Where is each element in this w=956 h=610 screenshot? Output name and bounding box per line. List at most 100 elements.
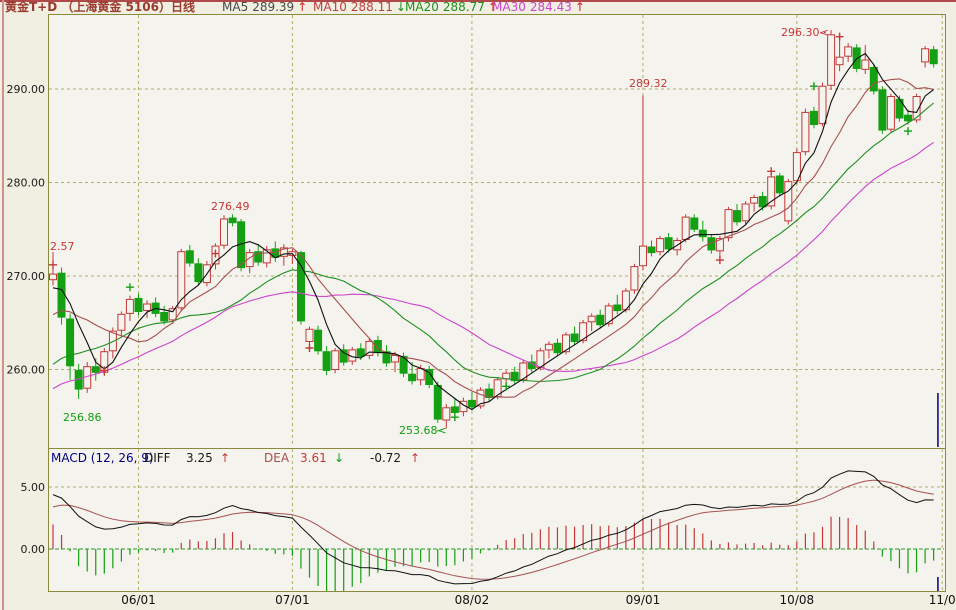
candle-body bbox=[681, 216, 690, 241]
x-axis-label: 11/0 bbox=[928, 593, 956, 607]
signal-cross-icon bbox=[502, 382, 511, 391]
candle-body bbox=[664, 237, 673, 250]
dea-line bbox=[52, 479, 934, 580]
candle-body bbox=[544, 343, 553, 351]
candle-body bbox=[784, 181, 793, 222]
candle-body bbox=[125, 298, 134, 314]
candle-body bbox=[553, 342, 562, 354]
candle-body bbox=[450, 406, 459, 413]
candle-body bbox=[570, 333, 579, 342]
ma20-value: 288.77 bbox=[442, 0, 485, 14]
candle-body bbox=[775, 175, 784, 194]
ma5-line bbox=[52, 52, 934, 411]
price-annotation: 289.32 bbox=[629, 77, 668, 90]
candle-body bbox=[878, 89, 887, 131]
candle-body bbox=[143, 303, 152, 311]
diff-arrow-icon: ↑ bbox=[220, 451, 231, 465]
signal-cross-icon bbox=[715, 256, 724, 265]
macd-bar-value: -0.72 bbox=[370, 451, 402, 465]
window-top-border bbox=[0, 0, 956, 2]
grid-layer bbox=[49, 15, 944, 591]
candle-body bbox=[408, 373, 417, 382]
candle-body bbox=[656, 238, 665, 253]
price-panel bbox=[48, 14, 946, 449]
macd-histogram bbox=[52, 516, 935, 591]
ma20-arrow-icon: ↑ bbox=[487, 0, 498, 14]
x-axis-label: 06/01 bbox=[121, 593, 156, 607]
candle-body bbox=[818, 85, 827, 125]
ma30-legend: MA30 284.43 ↑ bbox=[492, 1, 585, 14]
candle-body bbox=[305, 328, 314, 342]
ma5-label: MA5 bbox=[222, 0, 249, 14]
x-axis-label: 07/01 bbox=[275, 593, 310, 607]
signal-cross-icon bbox=[211, 249, 220, 258]
chart-header: 黄金T+D （上海黄金 5106）日线 MA5 289.39 ↑ MA10 288.1… bbox=[0, 1, 956, 14]
candle-body bbox=[767, 176, 776, 207]
dea-label: DEA bbox=[264, 451, 290, 465]
candle-body bbox=[630, 266, 639, 291]
macd-params-label: MACD (12, 26, 9) bbox=[51, 451, 154, 465]
candle-body bbox=[835, 56, 844, 66]
candle-body bbox=[733, 210, 741, 223]
ma10-legend: MA10 288.11 ↓ bbox=[313, 1, 406, 14]
candle-body bbox=[262, 249, 271, 264]
candle-body bbox=[690, 217, 699, 230]
candle-body bbox=[279, 247, 288, 257]
candle-body bbox=[861, 59, 870, 70]
signal-cross-icon bbox=[809, 82, 818, 91]
window-left-border bbox=[2, 0, 4, 610]
candle-body bbox=[647, 246, 656, 254]
candle-body bbox=[904, 114, 912, 122]
signal-cross-icon bbox=[305, 343, 314, 352]
candle-body bbox=[168, 308, 177, 321]
signal-cross-icon bbox=[904, 127, 912, 136]
annotation-pointer bbox=[819, 31, 829, 34]
ma10-line bbox=[52, 78, 934, 398]
candle-body bbox=[715, 238, 724, 252]
macd-axis-label: 0.00 bbox=[21, 543, 46, 556]
candle-body bbox=[724, 209, 733, 239]
diff-label: DIFF bbox=[144, 451, 171, 465]
diff-line bbox=[52, 470, 934, 585]
y-axis-label: 260.00 bbox=[7, 364, 46, 377]
candle-body bbox=[844, 46, 853, 57]
annotation-pointer bbox=[436, 428, 444, 432]
candle-body bbox=[117, 313, 126, 331]
candle-body bbox=[194, 263, 203, 283]
ma30-value: 284.43 bbox=[529, 0, 572, 14]
macd-panel bbox=[48, 448, 946, 592]
signal-cross-icon bbox=[49, 260, 57, 269]
signal-cross-icon bbox=[100, 366, 109, 375]
candle-body bbox=[801, 111, 810, 153]
x-axis-label: 09/01 bbox=[625, 593, 661, 607]
ma20-legend: MA20 288.77 ↑ bbox=[405, 1, 498, 14]
candle-body bbox=[468, 399, 476, 408]
ma30-arrow-icon: ↑ bbox=[574, 0, 585, 14]
candle-body bbox=[912, 96, 921, 121]
candle-body bbox=[245, 252, 254, 268]
chart-title: 黄金T+D （上海黄金 5106）日线 bbox=[5, 0, 195, 14]
y-axis-label: 280.00 bbox=[7, 177, 46, 190]
price-annotation: 2.57 bbox=[50, 240, 75, 253]
candle-body bbox=[741, 203, 750, 222]
candle-body bbox=[698, 229, 707, 238]
candle-body bbox=[562, 334, 570, 353]
ma20-label: MA20 bbox=[405, 0, 439, 14]
dea-value: 3.61 bbox=[300, 451, 327, 465]
ma10-arrow-icon: ↓ bbox=[395, 0, 406, 14]
candle-body bbox=[639, 245, 647, 267]
candle-body bbox=[442, 407, 451, 421]
candle-body bbox=[921, 48, 930, 63]
candle-body bbox=[587, 315, 596, 323]
x-axis: 06/01 07/01 08/02 09/01 10/08 11/0 bbox=[0, 593, 956, 610]
candle-body bbox=[91, 366, 100, 373]
candle-body bbox=[758, 196, 767, 208]
ma5-value: 289.39 bbox=[252, 0, 295, 14]
candle-body bbox=[827, 34, 836, 86]
candle-body bbox=[579, 322, 588, 342]
y-axis-label: 290.00 bbox=[7, 83, 46, 96]
candle-body bbox=[596, 314, 605, 326]
candle-body bbox=[185, 250, 194, 264]
